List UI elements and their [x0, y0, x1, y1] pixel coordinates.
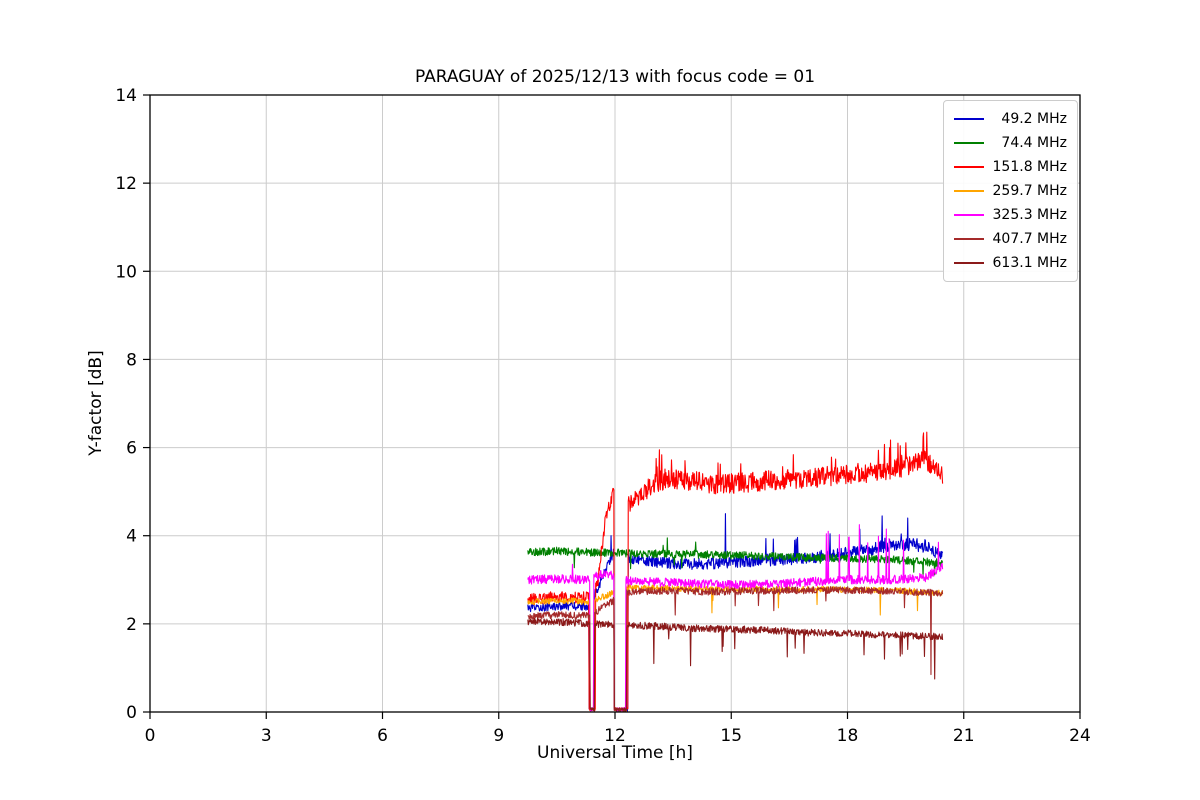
legend-item: 259.7 MHz: [953, 179, 1067, 203]
y-tick-label: 12: [115, 174, 137, 194]
x-tick-label: 24: [1069, 726, 1091, 746]
x-tick-label: 21: [953, 726, 975, 746]
series-line-151.8-mhz: [527, 431, 944, 712]
legend-item: 49.2 MHz: [953, 107, 1067, 131]
chart-title: PARAGUAY of 2025/12/13 with focus code =…: [414, 67, 816, 87]
legend-item: 407.7 MHz: [953, 227, 1067, 251]
x-tick-label: 15: [720, 726, 742, 746]
y-tick-label: 14: [115, 86, 137, 106]
x-tick-label: 0: [145, 726, 156, 746]
legend-item: 74.4 MHz: [953, 131, 1067, 155]
legend: 49.2 MHz 74.4 MHz 151.8 MHz 259.7 MHz 325.3…: [942, 100, 1078, 282]
x-tick-label: 3: [261, 726, 272, 746]
y-tick-label: 10: [115, 262, 137, 282]
y-axis-label: Y-factor [dB]: [86, 350, 106, 456]
legend-label: 151.8 MHz: [992, 159, 1067, 175]
legend-item: 613.1 MHz: [953, 251, 1067, 275]
series-line-74.4-mhz: [527, 537, 944, 579]
y-tick-label: 6: [126, 439, 137, 459]
series-line-613.1-mhz: [527, 617, 944, 712]
y-tick-label: 4: [126, 527, 137, 547]
legend-line-swatch: [953, 117, 984, 121]
legend-line-swatch: [953, 189, 984, 193]
x-tick-label: 12: [604, 726, 626, 746]
legend-label: 74.4 MHz: [992, 135, 1067, 151]
legend-label: 613.1 MHz: [992, 255, 1067, 271]
legend-line-swatch: [953, 165, 984, 169]
x-axis-label: Universal Time [h]: [537, 743, 693, 763]
legend-line-swatch: [953, 213, 984, 217]
series-line-407.7-mhz: [527, 586, 944, 712]
legend-line-swatch: [953, 261, 984, 265]
legend-label: 407.7 MHz: [992, 231, 1067, 247]
legend-label: 325.3 MHz: [992, 207, 1067, 223]
series-line-49.2-mhz: [527, 513, 944, 712]
x-tick-label: 18: [837, 726, 859, 746]
legend-label: 259.7 MHz: [992, 183, 1067, 199]
legend-label: 49.2 MHz: [992, 111, 1067, 127]
legend-item: 325.3 MHz: [953, 203, 1067, 227]
y-tick-label: 2: [126, 615, 137, 635]
x-tick-label: 9: [493, 726, 504, 746]
x-tick-label: 6: [377, 726, 388, 746]
legend-item: 151.8 MHz: [953, 155, 1067, 179]
legend-line-swatch: [953, 141, 984, 145]
legend-line-swatch: [953, 237, 984, 241]
y-tick-label: 0: [126, 703, 137, 723]
y-tick-label: 8: [126, 350, 137, 370]
